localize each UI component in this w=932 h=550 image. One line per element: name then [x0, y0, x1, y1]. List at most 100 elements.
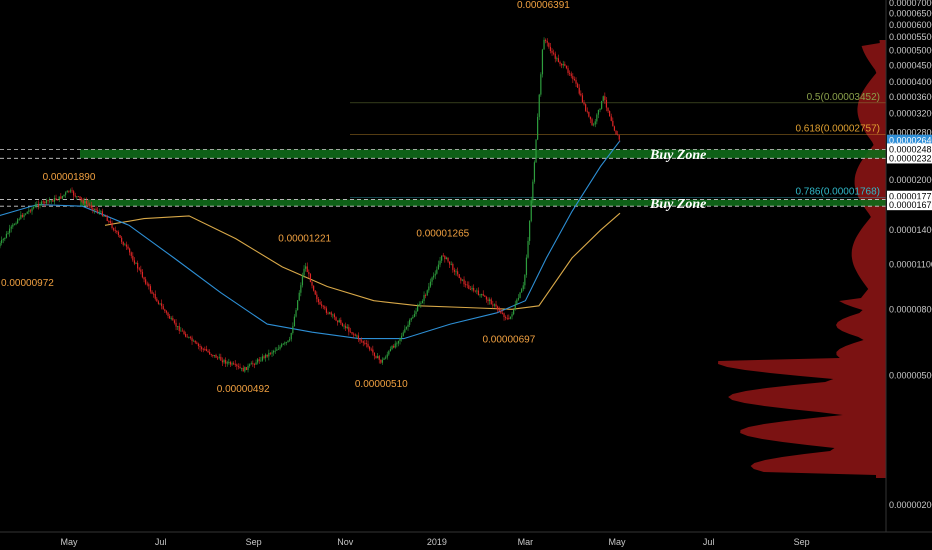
- candle-body: [289, 339, 291, 341]
- candle-body: [276, 349, 278, 351]
- candle-body: [194, 340, 196, 343]
- candle-body: [429, 281, 432, 287]
- candle-body: [156, 298, 158, 302]
- candle-body: [255, 362, 257, 365]
- candle-body: [370, 349, 372, 351]
- candle-body: [108, 221, 110, 222]
- candle-body: [287, 340, 289, 343]
- candle-body: [554, 53, 556, 59]
- candle-body: [329, 312, 331, 314]
- candle-body: [178, 326, 180, 331]
- candle-body: [588, 111, 590, 117]
- candle-body: [42, 201, 44, 203]
- candle-body: [129, 248, 131, 253]
- candle-body: [71, 190, 73, 192]
- candle-body: [564, 64, 566, 66]
- candle-body: [532, 181, 534, 201]
- axis-price-badge-text: 0.00001775: [889, 192, 932, 202]
- candle-body: [25, 213, 27, 215]
- candle-body: [545, 39, 547, 41]
- candle-body: [548, 42, 550, 47]
- candle-body: [228, 362, 230, 363]
- candle-body: [4, 237, 6, 240]
- candle-body: [553, 52, 555, 54]
- ma-slow-line: [104, 212, 621, 310]
- candle-body: [177, 326, 179, 327]
- candle-body: [543, 39, 545, 50]
- candle-body: [210, 354, 212, 355]
- candle-body: [33, 207, 35, 209]
- candle-body: [353, 333, 355, 335]
- axis-price-badge: [887, 152, 932, 164]
- candle-body: [66, 190, 68, 193]
- y-tick-label: 0.00004500: [889, 60, 932, 70]
- candle-body: [325, 308, 328, 313]
- candle-body: [202, 348, 204, 350]
- candle-body: [213, 355, 216, 356]
- candle-body: [73, 191, 75, 196]
- candle-body: [245, 367, 248, 370]
- candle-body: [474, 290, 476, 292]
- candle-body: [449, 261, 451, 265]
- candle-body: [541, 49, 544, 75]
- fib-label: 0.618(0.00002757): [795, 124, 880, 135]
- candle-body: [260, 360, 262, 362]
- candle-body: [615, 130, 617, 135]
- candle-body: [393, 345, 395, 348]
- candle-body: [465, 284, 467, 286]
- candle-body: [250, 363, 252, 365]
- axis-price-badge-text: 0.00002482: [889, 144, 932, 154]
- candle-body: [428, 286, 430, 291]
- candle-body: [301, 275, 304, 286]
- candle-body: [237, 366, 240, 367]
- candle-body: [533, 162, 536, 182]
- candle-body: [274, 350, 276, 352]
- candle-body: [141, 271, 144, 278]
- candle-body: [337, 320, 339, 323]
- candle-body: [12, 224, 14, 227]
- buy-zone-label: Buy Zone: [649, 148, 706, 163]
- candle-body: [530, 200, 532, 221]
- candle-body: [159, 303, 161, 305]
- candle-body: [309, 274, 312, 283]
- candle-body: [599, 108, 601, 110]
- candle-body: [463, 279, 465, 285]
- candle-body: [173, 320, 176, 323]
- candle-body: [189, 336, 192, 338]
- candle-body: [145, 279, 147, 284]
- candle-body: [61, 196, 64, 199]
- candle-body: [18, 218, 20, 220]
- candle-body: [180, 330, 182, 332]
- candle-body: [231, 363, 233, 365]
- candle-body: [316, 294, 318, 300]
- axis-price-badge-text: 0.00002328: [889, 153, 932, 163]
- candle-body: [212, 354, 214, 356]
- candle-body: [585, 104, 587, 111]
- price-label: 0.00001221: [278, 234, 331, 245]
- candle-body: [506, 318, 508, 319]
- candle-body: [122, 241, 124, 245]
- candle-body: [317, 299, 320, 303]
- candle-body: [369, 346, 371, 350]
- candle-body: [529, 220, 531, 241]
- candle-body: [613, 126, 616, 131]
- candle-body: [157, 301, 160, 304]
- candle-body: [445, 257, 448, 259]
- candle-body: [146, 283, 148, 285]
- y-tick-label: 0.00006000: [889, 20, 932, 30]
- candle-body: [586, 110, 588, 112]
- candle-body: [508, 318, 510, 319]
- candle-body: [378, 356, 380, 360]
- candle-body: [117, 231, 120, 236]
- candle-body: [610, 116, 612, 121]
- candle-body: [258, 359, 260, 361]
- candle-body: [551, 50, 553, 53]
- candle-body: [207, 350, 209, 353]
- candle-body: [52, 200, 54, 202]
- candle-body: [394, 343, 396, 348]
- candle-body: [151, 291, 153, 294]
- candle-body: [268, 352, 270, 357]
- x-tick-label: Sep: [794, 537, 810, 547]
- candle-body: [28, 210, 30, 212]
- candle-body: [36, 204, 38, 206]
